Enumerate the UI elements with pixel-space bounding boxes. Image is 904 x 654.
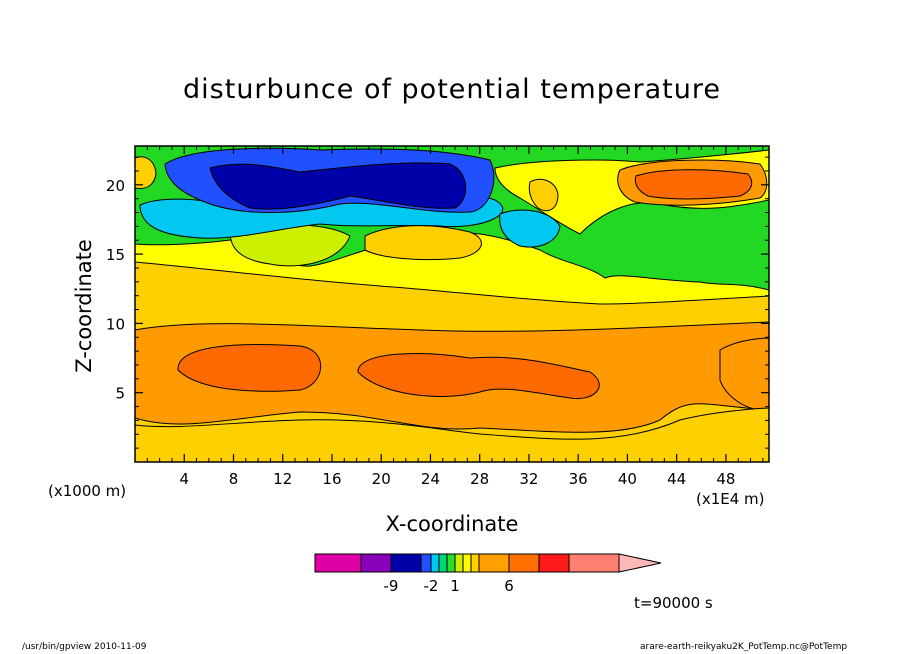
colorbar-segment bbox=[462, 553, 472, 573]
x-tick-label: 20 bbox=[372, 470, 391, 488]
y-axis-label: Z-coordinate bbox=[72, 239, 96, 373]
colorbar-segment bbox=[420, 553, 432, 573]
x-tick-label: 48 bbox=[716, 470, 735, 488]
time-label: t=90000 s bbox=[634, 594, 713, 612]
colorbar-arrow bbox=[618, 553, 662, 573]
colorbar-segment bbox=[446, 553, 456, 573]
plot-frame bbox=[134, 145, 770, 463]
colorbar-segment bbox=[454, 553, 464, 573]
footer-left: /usr/bin/gpview 2010-11-09 bbox=[22, 642, 147, 652]
colorbar-segment bbox=[360, 553, 392, 573]
colorbar-segment bbox=[470, 553, 480, 573]
x-tick-label: 12 bbox=[273, 470, 292, 488]
colorbar-label: -2 bbox=[424, 577, 439, 595]
x-tick-label: 40 bbox=[618, 470, 637, 488]
colorbar-label: -9 bbox=[384, 577, 399, 595]
colorbar-segment bbox=[430, 553, 440, 573]
x-tick-label: 36 bbox=[569, 470, 588, 488]
colorbar-segment bbox=[438, 553, 448, 573]
x-axis-label: X-coordinate bbox=[385, 512, 519, 536]
x-tick-label: 28 bbox=[470, 470, 489, 488]
x-tick-label: 8 bbox=[229, 470, 239, 488]
colorbar-segment bbox=[478, 553, 510, 573]
colorbar-segment bbox=[568, 553, 620, 573]
y-tick-label: 20 bbox=[106, 177, 125, 195]
y-tick-label: 15 bbox=[106, 246, 125, 264]
footer-right: arare-earth-reikyaku2K_PotTemp.nc@PotTem… bbox=[640, 642, 848, 652]
y-axis: 5 10 15 20 bbox=[106, 156, 769, 449]
y-tick-label: 5 bbox=[115, 385, 125, 403]
x-tick-label: 16 bbox=[322, 470, 341, 488]
y-tick-label: 10 bbox=[106, 315, 125, 333]
colorbar-segment bbox=[508, 553, 540, 573]
x-scale-label: (x1E4 m) bbox=[696, 490, 765, 508]
contour-field bbox=[135, 146, 769, 462]
x-unit-label: (x1000 m) bbox=[48, 482, 127, 500]
colorbar-segment bbox=[390, 553, 422, 573]
colorbar-label: 1 bbox=[450, 577, 460, 595]
colorbar-segment bbox=[314, 553, 362, 573]
x-axis: 4 8 12 16 20 24 28 32 36 40 44 48 bbox=[146, 146, 764, 488]
colorbar-label: 6 bbox=[504, 577, 514, 595]
colorbar: -9 -2 1 6 bbox=[314, 553, 662, 595]
x-tick-label: 24 bbox=[421, 470, 440, 488]
colorbar-segment bbox=[538, 553, 570, 573]
chart-title: disturbunce of potential temperature bbox=[183, 74, 721, 105]
x-tick-label: 44 bbox=[667, 470, 686, 488]
x-tick-label: 4 bbox=[179, 470, 189, 488]
x-tick-label: 32 bbox=[519, 470, 538, 488]
